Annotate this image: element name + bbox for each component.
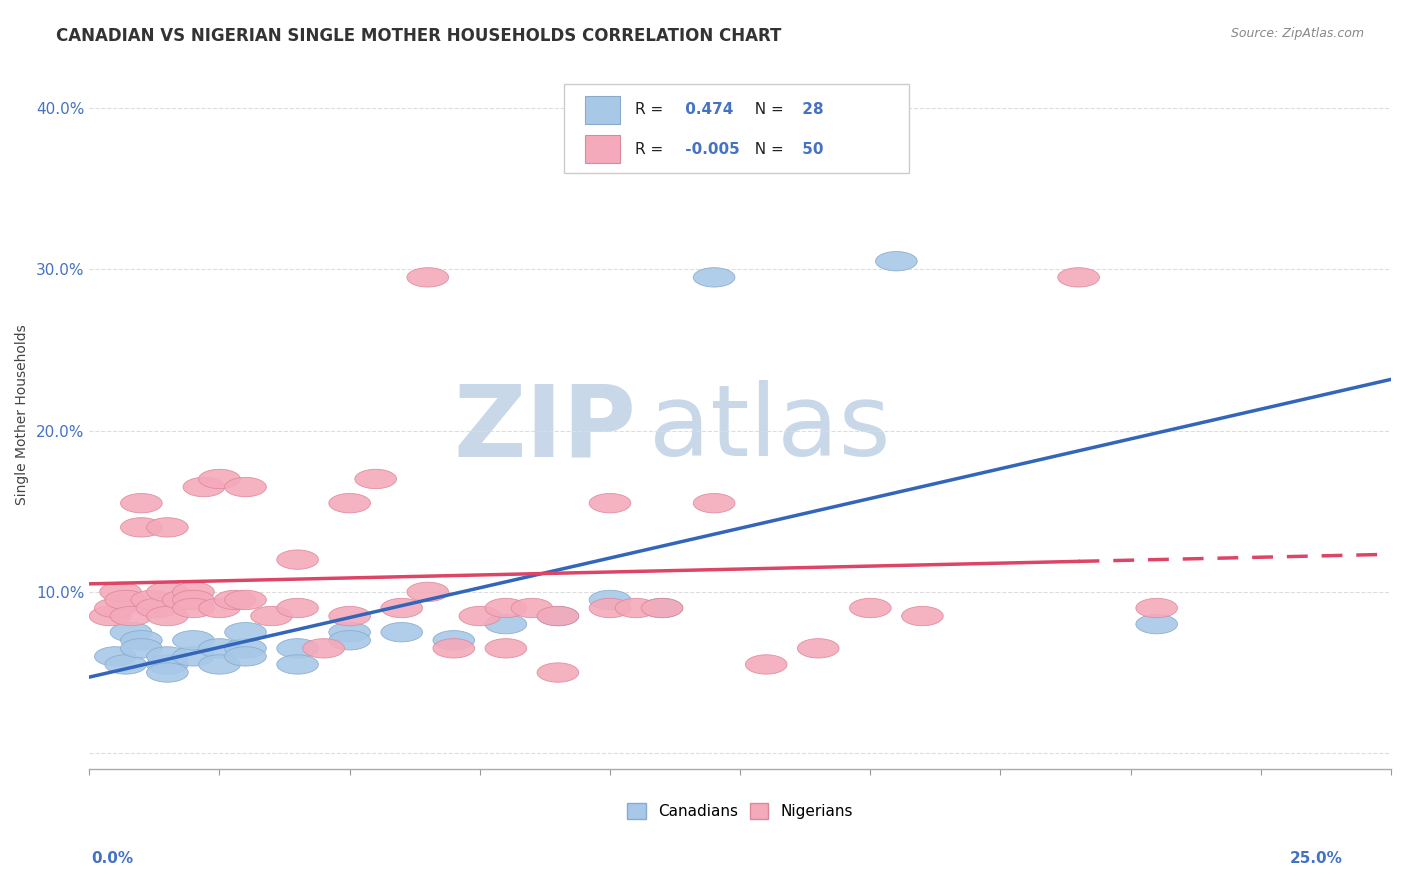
Ellipse shape: [121, 639, 162, 658]
Ellipse shape: [198, 639, 240, 658]
Ellipse shape: [537, 607, 579, 626]
FancyBboxPatch shape: [564, 85, 910, 173]
Ellipse shape: [225, 477, 266, 497]
Ellipse shape: [433, 639, 475, 658]
Ellipse shape: [616, 599, 657, 617]
Ellipse shape: [876, 252, 917, 271]
Ellipse shape: [146, 517, 188, 537]
Ellipse shape: [94, 599, 136, 617]
Ellipse shape: [381, 623, 423, 642]
Ellipse shape: [225, 623, 266, 642]
Text: N =: N =: [745, 103, 785, 118]
Text: CANADIAN VS NIGERIAN SINGLE MOTHER HOUSEHOLDS CORRELATION CHART: CANADIAN VS NIGERIAN SINGLE MOTHER HOUSE…: [56, 27, 782, 45]
Ellipse shape: [1057, 268, 1099, 287]
Y-axis label: Single Mother Households: Single Mother Households: [15, 324, 30, 505]
Ellipse shape: [589, 493, 631, 513]
Ellipse shape: [901, 607, 943, 626]
Ellipse shape: [183, 477, 225, 497]
Ellipse shape: [105, 655, 146, 674]
Ellipse shape: [131, 591, 173, 609]
Ellipse shape: [90, 607, 131, 626]
Ellipse shape: [121, 631, 162, 650]
Ellipse shape: [146, 607, 188, 626]
Text: 50: 50: [797, 142, 824, 156]
Ellipse shape: [277, 550, 318, 569]
Text: 0.0%: 0.0%: [91, 851, 134, 865]
Ellipse shape: [173, 591, 214, 609]
Ellipse shape: [1136, 615, 1177, 634]
Ellipse shape: [797, 639, 839, 658]
Ellipse shape: [329, 623, 370, 642]
Text: R =: R =: [634, 142, 664, 156]
Ellipse shape: [589, 591, 631, 609]
Ellipse shape: [329, 607, 370, 626]
Ellipse shape: [745, 655, 787, 674]
Ellipse shape: [146, 663, 188, 682]
Ellipse shape: [121, 493, 162, 513]
Ellipse shape: [406, 582, 449, 601]
Ellipse shape: [173, 599, 214, 617]
Ellipse shape: [110, 623, 152, 642]
Ellipse shape: [105, 591, 146, 609]
Ellipse shape: [146, 582, 188, 601]
Ellipse shape: [1136, 599, 1177, 617]
Ellipse shape: [849, 599, 891, 617]
Ellipse shape: [510, 599, 553, 617]
Ellipse shape: [173, 631, 214, 650]
Ellipse shape: [354, 469, 396, 489]
Ellipse shape: [329, 493, 370, 513]
Text: -0.005: -0.005: [681, 142, 740, 156]
Ellipse shape: [173, 647, 214, 666]
Ellipse shape: [173, 582, 214, 601]
Ellipse shape: [693, 268, 735, 287]
Ellipse shape: [641, 599, 683, 617]
Ellipse shape: [146, 647, 188, 666]
Ellipse shape: [225, 591, 266, 609]
Ellipse shape: [136, 599, 177, 617]
Text: 0.474: 0.474: [681, 103, 734, 118]
Text: 28: 28: [797, 103, 824, 118]
Ellipse shape: [458, 607, 501, 626]
Text: 25.0%: 25.0%: [1289, 851, 1343, 865]
Ellipse shape: [485, 639, 527, 658]
Ellipse shape: [277, 639, 318, 658]
Ellipse shape: [641, 599, 683, 617]
Ellipse shape: [225, 647, 266, 666]
Ellipse shape: [302, 639, 344, 658]
Ellipse shape: [329, 631, 370, 650]
Ellipse shape: [94, 647, 136, 666]
Ellipse shape: [693, 493, 735, 513]
Text: ZIP: ZIP: [453, 380, 636, 477]
Ellipse shape: [225, 639, 266, 658]
Ellipse shape: [537, 607, 579, 626]
Text: atlas: atlas: [650, 380, 890, 477]
Ellipse shape: [277, 655, 318, 674]
Ellipse shape: [198, 655, 240, 674]
Text: N =: N =: [745, 142, 785, 156]
Text: Source: ZipAtlas.com: Source: ZipAtlas.com: [1230, 27, 1364, 40]
Ellipse shape: [146, 655, 188, 674]
Ellipse shape: [537, 663, 579, 682]
Ellipse shape: [589, 599, 631, 617]
Text: R =: R =: [634, 103, 664, 118]
FancyBboxPatch shape: [585, 135, 620, 163]
Ellipse shape: [485, 599, 527, 617]
Ellipse shape: [100, 582, 142, 601]
Ellipse shape: [381, 599, 423, 617]
Ellipse shape: [121, 517, 162, 537]
Legend: Canadians, Nigerians: Canadians, Nigerians: [621, 797, 859, 825]
Ellipse shape: [162, 591, 204, 609]
Ellipse shape: [214, 591, 256, 609]
Ellipse shape: [110, 607, 152, 626]
Ellipse shape: [198, 599, 240, 617]
FancyBboxPatch shape: [585, 95, 620, 124]
Ellipse shape: [406, 268, 449, 287]
Ellipse shape: [250, 607, 292, 626]
Ellipse shape: [277, 599, 318, 617]
Ellipse shape: [485, 615, 527, 634]
Ellipse shape: [198, 469, 240, 489]
Ellipse shape: [433, 631, 475, 650]
